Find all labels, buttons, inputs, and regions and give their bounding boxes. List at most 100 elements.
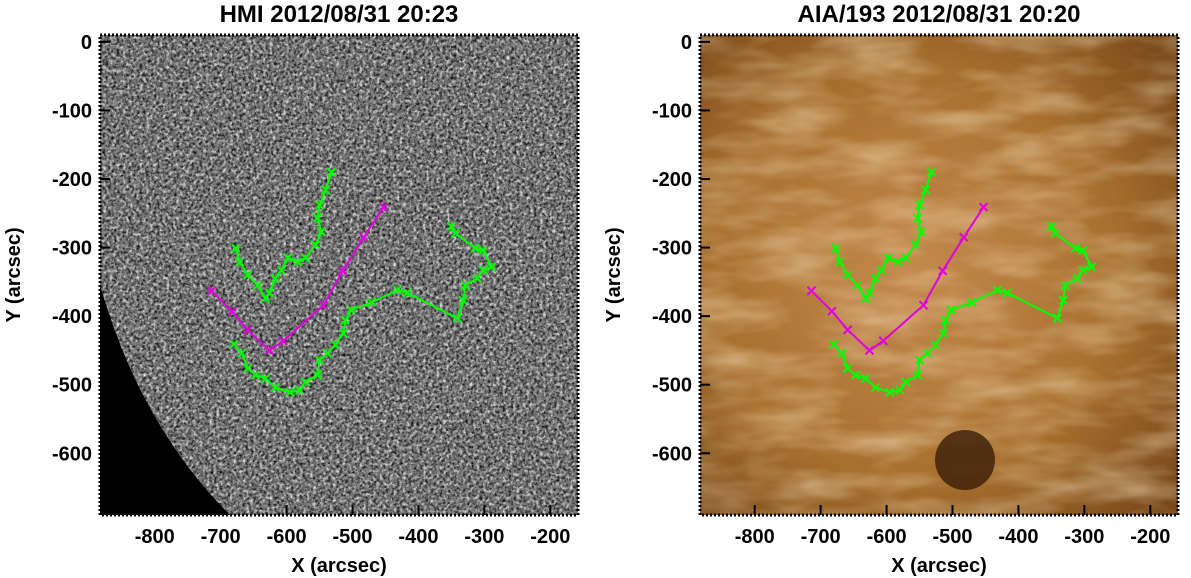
track-point bbox=[900, 377, 911, 387]
track-point bbox=[293, 257, 303, 267]
track-point bbox=[470, 243, 480, 253]
x-axis-label: X (arcsec) bbox=[291, 555, 387, 577]
coronal-hole bbox=[935, 430, 995, 490]
track-point bbox=[206, 286, 217, 296]
track-point bbox=[478, 265, 488, 275]
track-point bbox=[1058, 295, 1068, 306]
x-tick-label: -500 bbox=[933, 526, 973, 548]
y-axis-label: Y (arcsec) bbox=[3, 227, 25, 322]
track-point bbox=[458, 295, 468, 306]
x-tick-label: -600 bbox=[267, 526, 307, 548]
track-point bbox=[237, 348, 247, 358]
track-point bbox=[914, 355, 925, 365]
track-point bbox=[295, 385, 305, 395]
track-point bbox=[270, 273, 281, 284]
track-point bbox=[378, 202, 389, 212]
y-tick-label: 0 bbox=[681, 32, 692, 54]
track-point bbox=[330, 340, 341, 350]
track-point bbox=[338, 328, 348, 338]
track-point bbox=[250, 370, 261, 380]
track-point bbox=[314, 355, 325, 365]
track-point bbox=[322, 348, 333, 358]
x-tick-label: -200 bbox=[530, 526, 570, 548]
track-point bbox=[806, 286, 817, 296]
track-point bbox=[300, 377, 311, 387]
chart-title: AIA/193 2012/08/31 20:20 bbox=[798, 1, 1081, 28]
y-tick-label: -600 bbox=[652, 443, 692, 465]
x-tick-label: -700 bbox=[201, 526, 241, 548]
x-tick-label: -800 bbox=[735, 526, 775, 548]
track-point bbox=[912, 213, 923, 223]
track-point bbox=[472, 273, 482, 284]
track-point bbox=[910, 240, 921, 250]
track-point bbox=[1070, 243, 1080, 253]
track-point bbox=[270, 382, 281, 393]
track-point bbox=[359, 232, 369, 242]
y-tick-label: -200 bbox=[52, 169, 92, 191]
track-point bbox=[314, 200, 325, 210]
track-point bbox=[260, 373, 271, 384]
track-point bbox=[1050, 228, 1061, 238]
track-point bbox=[1078, 245, 1088, 256]
x-tick-label: -700 bbox=[801, 526, 841, 548]
track-point bbox=[310, 240, 321, 250]
y-tick-label: 0 bbox=[81, 32, 92, 54]
track-point bbox=[264, 288, 275, 298]
track-point bbox=[992, 285, 1003, 295]
track-point bbox=[842, 270, 853, 280]
x-tick-label: -400 bbox=[398, 526, 438, 548]
track-point bbox=[231, 243, 241, 253]
y-tick-label: -600 bbox=[52, 443, 92, 465]
track-point bbox=[837, 348, 847, 358]
track-point bbox=[864, 345, 875, 356]
track-point bbox=[312, 370, 323, 380]
track-point bbox=[842, 325, 853, 335]
track-point bbox=[918, 300, 929, 310]
track-point bbox=[835, 257, 845, 267]
x-tick-label: -300 bbox=[1064, 526, 1104, 548]
track-point bbox=[978, 202, 989, 212]
track-point bbox=[340, 315, 350, 325]
track-point bbox=[870, 273, 881, 284]
track-point bbox=[320, 185, 331, 195]
plot-frame bbox=[98, 33, 580, 517]
track-point bbox=[860, 293, 871, 304]
track-point bbox=[318, 300, 329, 310]
track-point bbox=[842, 363, 853, 373]
track-point bbox=[1052, 313, 1063, 323]
track-point bbox=[326, 167, 337, 177]
track-point bbox=[283, 253, 293, 263]
track-point bbox=[1086, 262, 1097, 272]
track-point bbox=[870, 382, 881, 393]
y-tick-label: -100 bbox=[52, 100, 92, 122]
track-point bbox=[914, 200, 925, 210]
track-point bbox=[252, 280, 263, 290]
off-limb bbox=[100, 285, 230, 515]
x-tick-label: -500 bbox=[333, 526, 373, 548]
track-point bbox=[900, 253, 911, 263]
x-tick-label: -200 bbox=[1130, 526, 1170, 548]
track-point bbox=[229, 339, 239, 349]
track-point bbox=[946, 305, 956, 315]
track-point bbox=[486, 262, 497, 272]
track-point bbox=[402, 288, 412, 298]
track-point bbox=[922, 348, 933, 358]
track-point bbox=[242, 363, 253, 373]
track-point bbox=[235, 257, 245, 267]
track-point bbox=[920, 185, 931, 195]
track-point bbox=[1002, 288, 1012, 298]
x-tick-label: -400 bbox=[998, 526, 1038, 548]
track-point bbox=[278, 336, 288, 346]
track-point bbox=[446, 221, 457, 232]
track-point bbox=[1046, 221, 1057, 232]
track-point bbox=[450, 228, 461, 238]
x-tick-label: -800 bbox=[135, 526, 175, 548]
track-point bbox=[316, 227, 327, 237]
track-point bbox=[276, 265, 287, 275]
track-point bbox=[366, 297, 377, 308]
track-point bbox=[860, 373, 871, 384]
track-point bbox=[260, 293, 271, 304]
y-tick-label: -400 bbox=[52, 306, 92, 328]
track-point bbox=[1072, 273, 1082, 284]
